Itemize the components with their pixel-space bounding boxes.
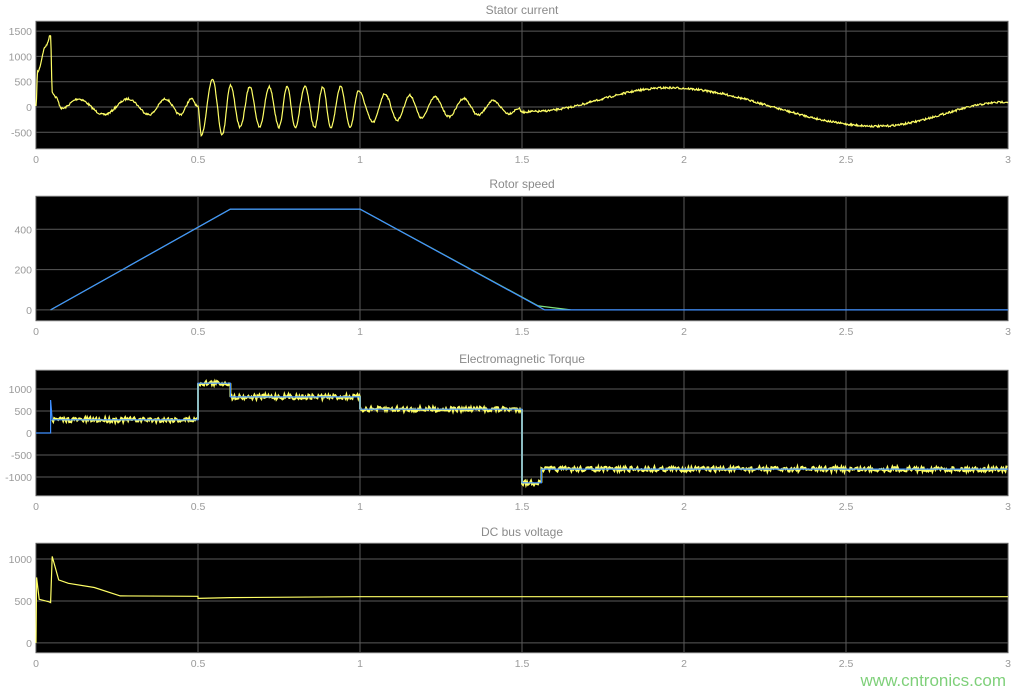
x-tick-label: 0 xyxy=(33,501,39,513)
x-tick-label: 2.5 xyxy=(839,326,854,338)
x-tick-label: 1 xyxy=(357,326,363,338)
y-tick-label: 1000 xyxy=(9,554,33,566)
x-tick-label: 3 xyxy=(1005,154,1011,166)
subplot-2: Rotor speed 0 0.5 1 1.5 2 2.5 3 0 200 400 xyxy=(14,177,1011,338)
x-tick-label: 2 xyxy=(681,658,687,670)
x-tick-label: 3 xyxy=(1005,658,1011,670)
y-tick-label: 0 xyxy=(26,428,32,440)
y-tick-label: -500 xyxy=(11,127,32,139)
x-tick-label: 1 xyxy=(357,501,363,513)
y-tick-label: 500 xyxy=(14,406,32,418)
x-tick-label: 3 xyxy=(1005,501,1011,513)
subplot-1: Stator current 0 0.5 1 1.5 2 2.5 3 -500 0 500 1000 1… xyxy=(9,3,1011,166)
series-line-1 xyxy=(35,34,1009,137)
y-tick-label: -500 xyxy=(11,450,32,462)
watermark: www.cntronics.com xyxy=(860,671,1006,690)
x-tick-label: 0.5 xyxy=(191,326,206,338)
x-tick-label: 0.5 xyxy=(191,154,206,166)
series-line-2 xyxy=(50,208,1008,311)
series-line-2 xyxy=(36,382,1008,484)
x-tick-label: 1.5 xyxy=(515,658,530,670)
y-tick-label: 500 xyxy=(14,596,32,608)
x-tick-label: 1.5 xyxy=(515,326,530,338)
y-tick-label: -1000 xyxy=(5,472,32,484)
y-tick-label: 0 xyxy=(26,102,32,114)
subplot-title: Electromagnetic Torque xyxy=(459,352,585,366)
series-line-1 xyxy=(35,556,1008,643)
subplot-title: Stator current xyxy=(486,3,559,17)
y-tick-label: 0 xyxy=(26,305,32,317)
x-tick-label: 2 xyxy=(681,154,687,166)
subplot-3: Electromagnetic Torque 0 0.5 1 1.5 2 2.5 3 -1000… xyxy=(5,352,1011,513)
x-tick-label: 2 xyxy=(681,326,687,338)
x-tick-label: 1.5 xyxy=(515,501,530,513)
x-tick-label: 2 xyxy=(681,501,687,513)
y-tick-label: 1000 xyxy=(9,51,33,63)
x-tick-label: 0 xyxy=(33,658,39,670)
x-tick-label: 1 xyxy=(357,658,363,670)
subplot-title: Rotor speed xyxy=(489,177,554,191)
x-tick-label: 2.5 xyxy=(839,154,854,166)
x-tick-label: 2.5 xyxy=(839,658,854,670)
y-tick-label: 500 xyxy=(14,77,32,89)
y-tick-label: 1500 xyxy=(9,26,33,38)
y-tick-label: 0 xyxy=(26,638,32,650)
x-tick-label: 2.5 xyxy=(839,501,854,513)
x-tick-label: 0.5 xyxy=(191,501,206,513)
y-tick-label: 1000 xyxy=(9,384,33,396)
subplot-4: DC bus voltage 0 0.5 1 1.5 2 2.5 3 0 500 1000 xyxy=(9,525,1011,670)
x-tick-label: 3 xyxy=(1005,326,1011,338)
x-tick-label: 1 xyxy=(357,154,363,166)
subplot-title: DC bus voltage xyxy=(481,525,563,539)
x-tick-label: 0.5 xyxy=(191,658,206,670)
y-tick-label: 200 xyxy=(14,265,32,277)
y-tick-label: 400 xyxy=(14,224,32,236)
x-tick-label: 0 xyxy=(33,154,39,166)
x-tick-label: 0 xyxy=(33,326,39,338)
x-tick-label: 1.5 xyxy=(515,154,530,166)
